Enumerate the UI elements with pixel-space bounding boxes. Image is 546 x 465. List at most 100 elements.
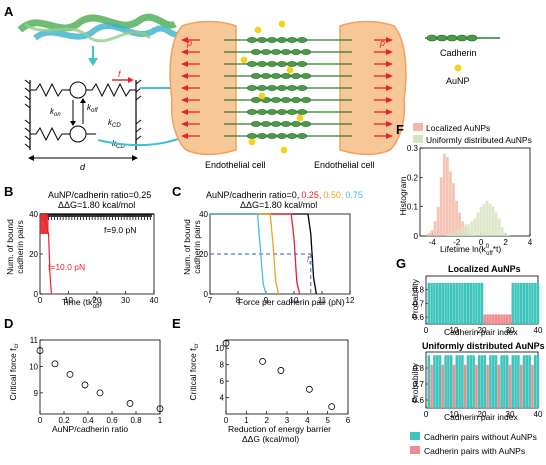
panel-c: C AuNP/cadherin ratio=0, 0.25, 0.50, 0.75 Δ… [172, 184, 363, 307]
f-hist-bar [433, 221, 437, 236]
f-hist-bar [449, 171, 452, 236]
g-top-bar [438, 282, 442, 324]
cadherin-domain [296, 61, 308, 67]
aunp-particle [248, 138, 256, 146]
d-xtick-label: 0.6 [106, 416, 118, 425]
f-hist-bar [494, 212, 498, 236]
g-top-bar [427, 282, 431, 324]
e-point [277, 367, 285, 374]
f-hist-bar [482, 203, 486, 236]
g-bottom-bar [449, 355, 453, 408]
pull-arrow-left-head [181, 97, 188, 103]
panel-g-legend: Cadherin pairs without AuNPs Cadherin pa… [410, 432, 537, 456]
d-point [126, 400, 134, 407]
d-xtick-label: 0 [38, 416, 43, 425]
d-point [96, 389, 104, 397]
f-hist-bar [445, 234, 449, 236]
g-bottom-bar [531, 364, 534, 408]
panel-g-bottom-ylabel: Probability [410, 362, 420, 402]
d-ytick-label: 11 [30, 336, 39, 345]
k-on-label: kon [50, 107, 61, 118]
cadherin-domain [300, 97, 312, 103]
g-top-bar [511, 282, 515, 324]
cadherin-domain [270, 73, 282, 79]
panel-e-label: E [172, 316, 181, 331]
cadherin-domain [280, 121, 292, 127]
cadherin-domain [280, 97, 292, 103]
f-xtick-label: 0 [479, 238, 484, 247]
f-hist-bar [476, 212, 480, 236]
g-top-xtick-label: 40 [534, 326, 543, 335]
cadherin-domain [260, 49, 272, 55]
c-ytick-label: 20 [199, 250, 208, 259]
g-bottom-bar [528, 355, 531, 408]
cadherin-domain [246, 85, 258, 91]
g-bottom-bar [435, 355, 439, 408]
legend-f-uniform: Uniformly distributed AuNPs [426, 135, 532, 145]
g-top-bar [525, 282, 529, 324]
e-ytick-label: 10 [215, 344, 224, 353]
cadherin-domain [250, 73, 262, 79]
g-top-bar [514, 282, 517, 324]
g-top-xtick-label: 0 [424, 326, 429, 335]
panel-c-ylabel: Num. of boundcadherin pairs [182, 219, 202, 275]
g-bottom-xtick-label: 20 [478, 410, 487, 419]
c-ytick-label: 40 [199, 210, 208, 219]
e-point [328, 403, 336, 411]
b-ytick-label: 20 [29, 250, 38, 259]
cadherin-domain [296, 109, 308, 115]
g-bottom-bar [447, 355, 450, 408]
f-hist-bar [479, 206, 483, 236]
panel-f-label: F [396, 122, 404, 137]
g-top-bar [466, 282, 470, 324]
cadherin-domain [300, 49, 312, 55]
e-xtick-label: 3 [285, 416, 290, 425]
c-xtick-label: 7 [208, 296, 213, 305]
g-bottom-bar [441, 364, 445, 408]
legend-g-without: Cadherin pairs without AuNPs [424, 432, 537, 442]
cell-right-label: Endothelial cell [314, 160, 375, 170]
g-bottom-bar [472, 355, 475, 408]
junction-illustration: p p Endothelial cell Endothelial cell [169, 20, 407, 170]
aunp-particle [240, 56, 248, 64]
g-top-bar [503, 314, 506, 324]
e-xtick-label: 4 [305, 416, 310, 425]
g-bottom-bar [514, 355, 517, 408]
g-top-ytick-label: 0.7 [413, 299, 425, 308]
cadherin-domain [300, 73, 312, 79]
g-bottom-bar [430, 364, 433, 408]
g-bottom-bar [489, 355, 492, 408]
f-ytick-label: 0.1 [407, 203, 419, 212]
f-hist-bar [464, 224, 468, 236]
cadherin-domain [246, 61, 258, 67]
g-bottom-bar [486, 364, 489, 408]
cadherin-domain [266, 133, 278, 139]
c-xtick-label: 12 [346, 296, 355, 305]
cadherin-domain [280, 49, 292, 55]
cadherin-domain [276, 37, 288, 43]
panel-g-label: G [396, 256, 406, 271]
aunp-particle [278, 20, 286, 28]
panel-e-xlabel2: ΔΔG (kcal/mol) [242, 434, 299, 444]
g-top-bar [494, 314, 498, 324]
aunp-particle [254, 26, 262, 34]
g-bottom-bar [536, 355, 540, 408]
f-hist-bar [488, 203, 492, 236]
panel-c-title2: ΔΔG=1.80 kcal/mol [240, 200, 317, 210]
pull-arrow-left-head [181, 85, 188, 91]
pull-arrow-right-head [386, 109, 393, 115]
g-bottom-bar [455, 355, 459, 408]
panel-c-title1: AuNP/cadherin ratio=0, 0.25, 0.50, 0.75 [206, 190, 363, 200]
g-bottom-bar [480, 355, 484, 408]
g-top-bar [480, 282, 484, 324]
pull-arrow-right-head [386, 121, 393, 127]
cadherin-domain [280, 73, 292, 79]
g-top-bar [497, 314, 501, 324]
panel-g-top-xlabel: Cadherin pair index [444, 327, 518, 337]
panel-e-ylabel: Critical force fcr [188, 344, 200, 401]
panel-b: B AuNP/cadherin ratio=0.25 ΔΔG=1.80 kcal… [4, 184, 159, 310]
c-xtick-label: 8 [236, 296, 241, 305]
panel-f-xlabel: Lifetime ln(k0 off*t) [440, 244, 501, 257]
g-bottom-bar [475, 364, 478, 408]
g-bottom-bar [491, 355, 495, 408]
